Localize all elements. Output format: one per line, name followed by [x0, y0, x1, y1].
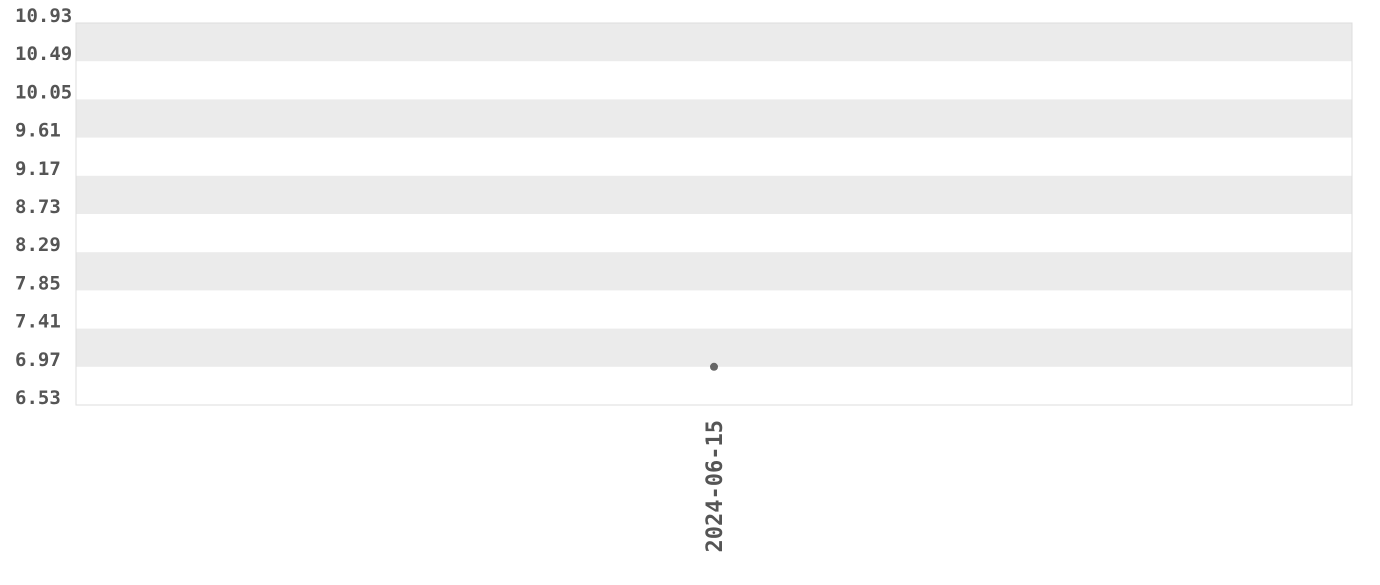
- y-axis: 10.93 10.49 10.05 9.61 9.17 8.73 8.29 7.85 7.41 6…: [15, 5, 72, 409]
- grid-band: [76, 99, 1352, 138]
- y-tick-label: 8.29: [15, 234, 61, 256]
- y-tick-label: 10.93: [15, 5, 72, 27]
- grid-bands: [76, 23, 1352, 367]
- x-tick-label: 2024-06-15: [703, 420, 728, 552]
- grid-band: [76, 23, 1352, 62]
- grid-band: [76, 328, 1352, 367]
- y-tick-label: 9.17: [15, 158, 61, 180]
- y-tick-label: 6.97: [15, 349, 61, 371]
- y-tick-label: 6.53: [15, 387, 61, 409]
- y-tick-label: 8.73: [15, 196, 61, 218]
- y-tick-label: 7.85: [15, 272, 61, 294]
- plot-frame: [75, 22, 1353, 406]
- y-tick-label: 10.05: [15, 81, 72, 103]
- y-tick-label: 7.41: [15, 311, 61, 333]
- grid-band: [76, 175, 1352, 214]
- x-axis: 2024-06-15: [703, 420, 728, 552]
- y-tick-label: 10.49: [15, 43, 72, 65]
- grid-band: [76, 252, 1352, 291]
- y-tick-label: 9.61: [15, 120, 61, 142]
- data-points: [710, 362, 718, 371]
- data-point: [710, 362, 718, 371]
